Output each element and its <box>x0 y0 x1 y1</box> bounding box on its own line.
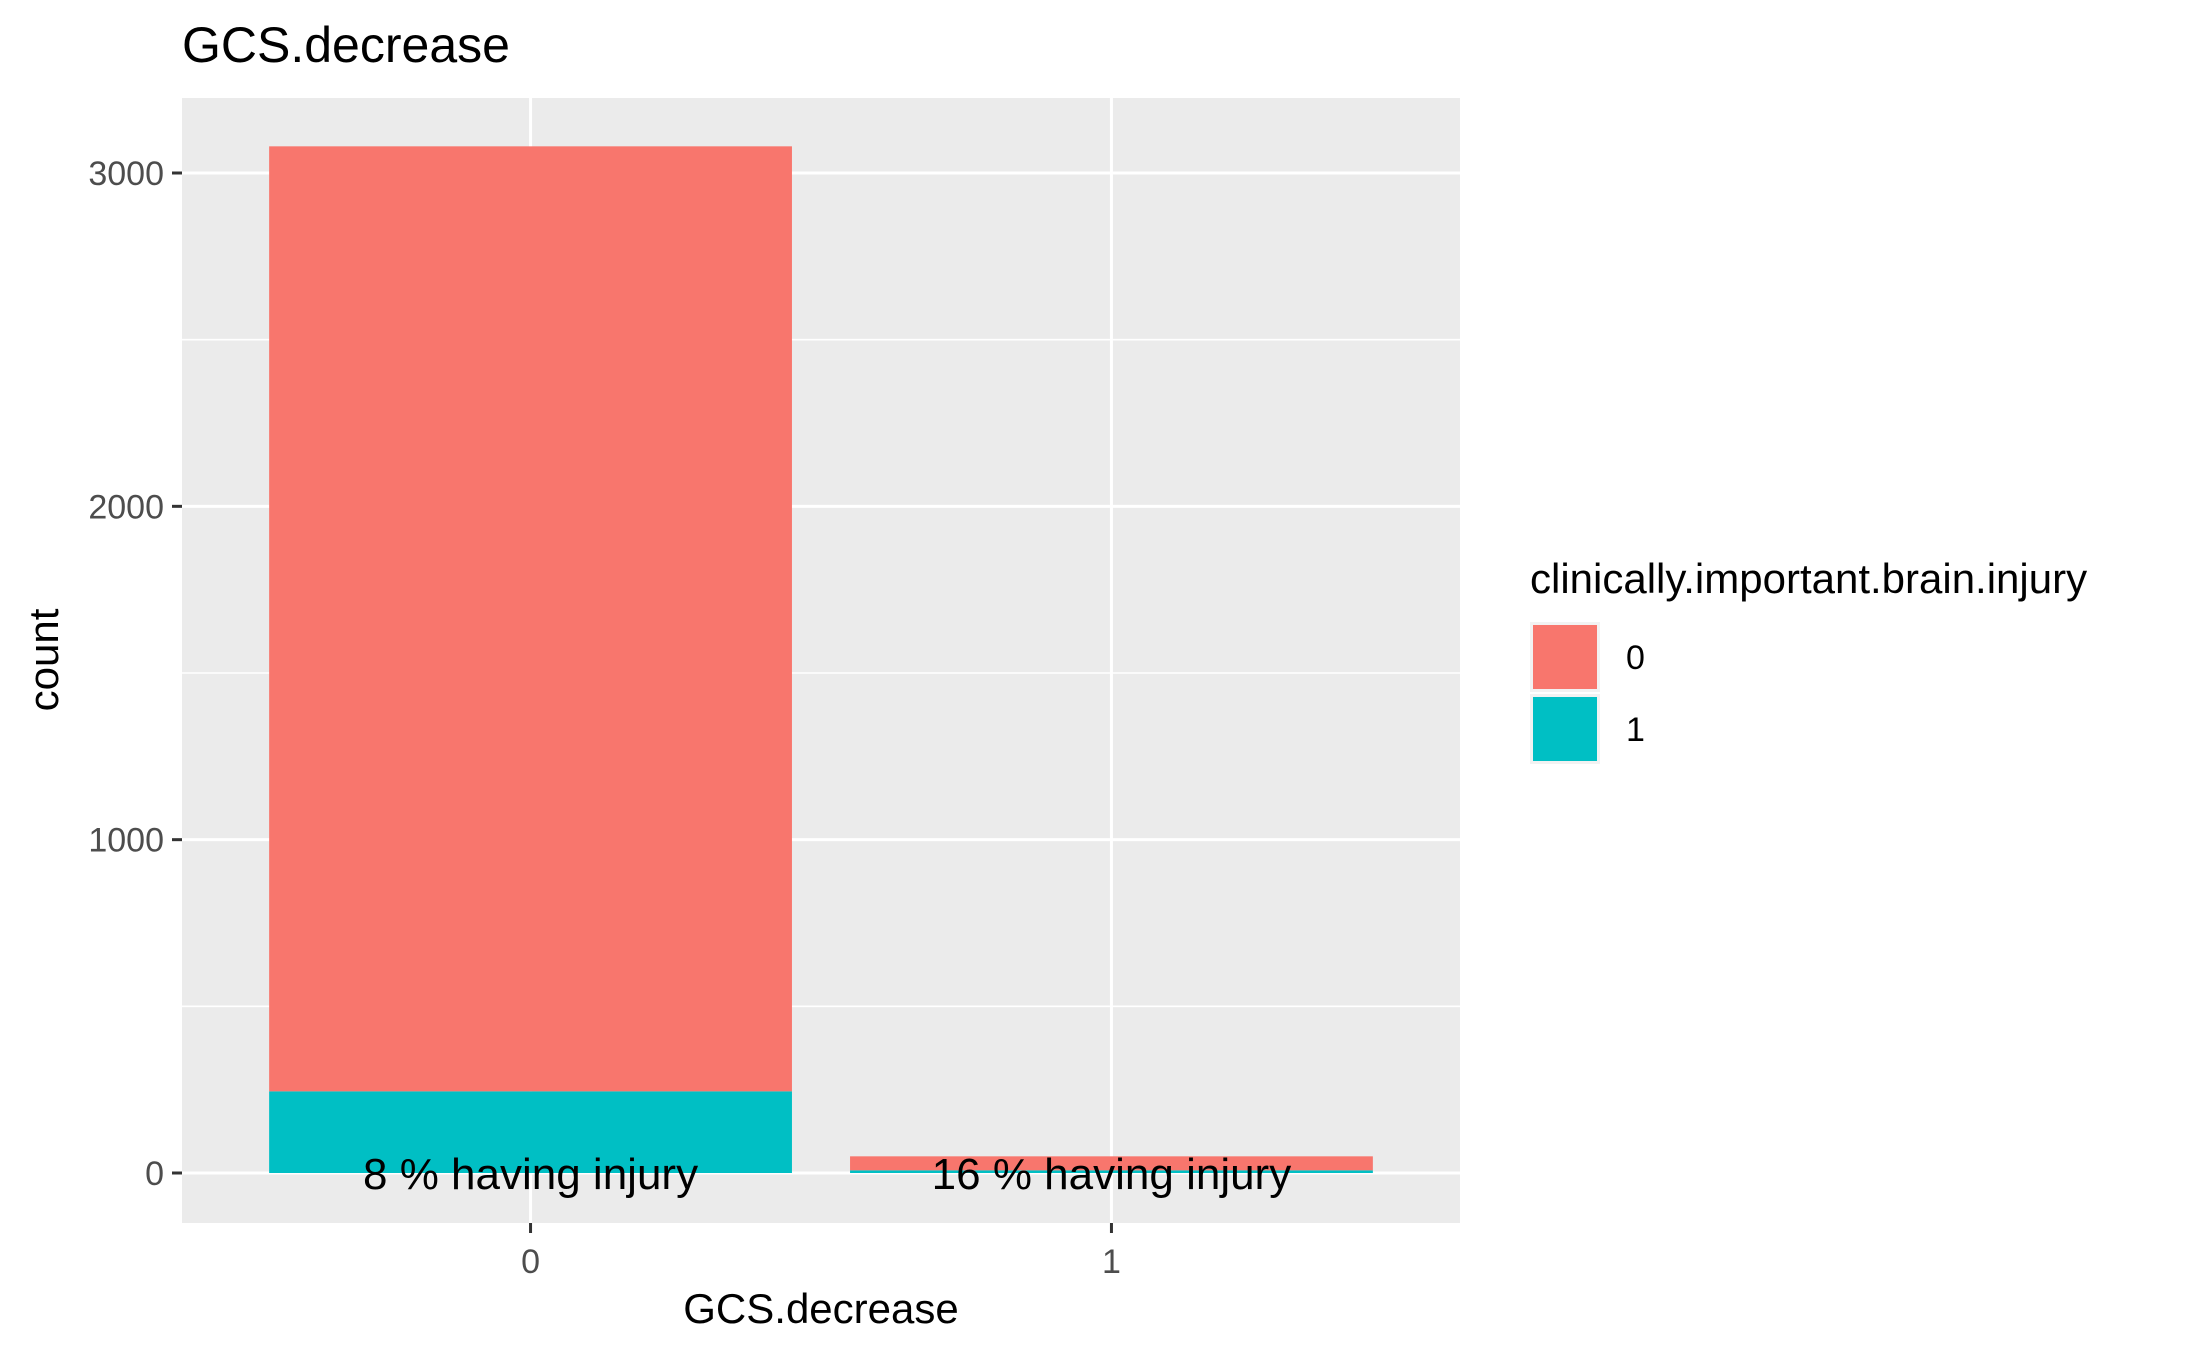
bar-segment-cat0-series1 <box>269 1091 792 1173</box>
x-tick-label: 0 <box>521 1243 540 1281</box>
legend-label: 1 <box>1626 711 1645 749</box>
y-tick-label: 0 <box>145 1155 164 1193</box>
y-axis: 0 1000 2000 3000 <box>88 155 182 1193</box>
x-axis-title: GCS.decrease <box>683 1285 958 1332</box>
chart-title: GCS.decrease <box>182 17 510 73</box>
y-tick-label: 3000 <box>88 155 164 193</box>
legend-label: 0 <box>1626 639 1645 677</box>
data-labels: 8 % having injury 16 % having injury <box>363 1150 1291 1199</box>
legend-title: clinically.important.brain.injury <box>1530 555 2087 602</box>
x-tick-label: 1 <box>1102 1243 1121 1281</box>
bar-data-label: 8 % having injury <box>363 1150 698 1199</box>
bar-segment-cat1-series1 <box>850 1170 1373 1173</box>
y-tick-label: 1000 <box>88 822 164 860</box>
legend-key-1 <box>1533 697 1597 761</box>
y-tick-label: 2000 <box>88 488 164 526</box>
bar-segment-cat0-series0 <box>269 146 792 1092</box>
legend: clinically.important.brain.injury 0 1 <box>1530 555 2087 764</box>
y-axis-title: count <box>20 608 67 711</box>
bars <box>269 146 1373 1173</box>
bar-data-label: 16 % having injury <box>932 1150 1292 1199</box>
legend-key-0 <box>1533 625 1597 689</box>
bar-segment-cat1-series0 <box>850 1156 1373 1171</box>
